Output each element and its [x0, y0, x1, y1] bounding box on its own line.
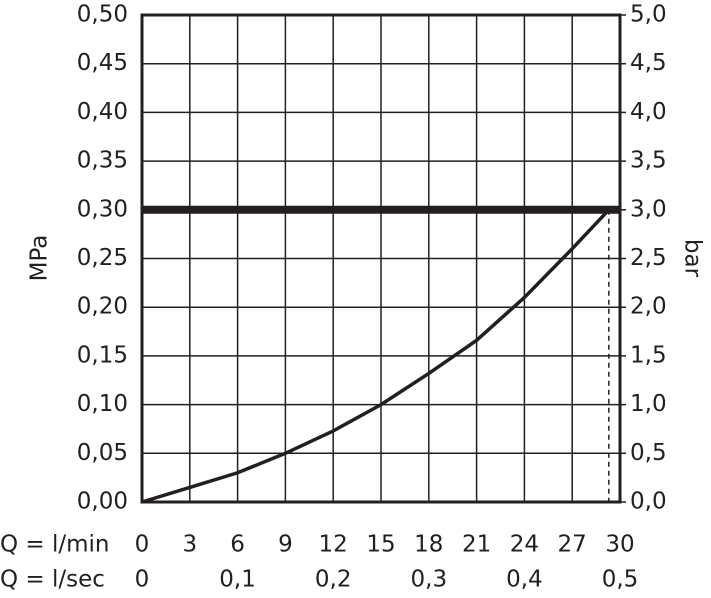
y2-tick-label: 3,5 — [630, 148, 667, 174]
x-tick-label: 9 — [278, 532, 293, 558]
plot-frame — [140, 13, 622, 504]
y-tick-label: 0,15 — [77, 342, 128, 368]
y-tick-label: 0,35 — [77, 148, 128, 174]
y-tick-label: 0,20 — [77, 294, 128, 320]
y2-tick-label: 5,0 — [630, 2, 667, 28]
y-tick-label: 0,50 — [77, 2, 128, 28]
x-axis-label: Q = l/min — [0, 532, 110, 558]
x-tick-label: 3 — [182, 532, 197, 558]
y2-tick-label: 1,5 — [630, 342, 667, 368]
x2-tick-label: 0,3 — [411, 567, 448, 593]
y2-tick-label: 4,0 — [630, 99, 667, 125]
x-tick-label: 24 — [510, 532, 539, 558]
x2-tick-label: 0,5 — [602, 567, 639, 593]
x-tick-label: 27 — [558, 532, 587, 558]
y-tick-label: 0,10 — [77, 391, 128, 417]
y-tick-label: 0,05 — [77, 440, 128, 466]
x-tick-label: 6 — [230, 532, 245, 558]
y2-tick-label: 3,0 — [630, 196, 667, 222]
x-tick-label: 18 — [414, 532, 443, 558]
x-tick-label: 21 — [462, 532, 491, 558]
x2-tick-label: 0,4 — [506, 567, 543, 593]
y2-axis-label: bar — [680, 239, 706, 278]
curve — [141, 208, 611, 504]
y2-tick-label: 2,5 — [630, 245, 667, 271]
x-tick-label: 15 — [366, 532, 395, 558]
x-tick-label: 30 — [605, 532, 634, 558]
y2-tick-label: 0,0 — [630, 489, 667, 515]
x-tick-label: 0 — [135, 532, 150, 558]
y-tick-label: 0,40 — [77, 99, 128, 125]
y-axis-label: MPa — [27, 235, 53, 282]
y-tick-label: 0,00 — [77, 489, 128, 515]
y-tick-label: 0,25 — [77, 245, 128, 271]
y2-tick-label: 0,5 — [630, 440, 667, 466]
y2-tick-label: 4,5 — [630, 50, 667, 76]
x2-tick-label: 0,1 — [219, 567, 256, 593]
y-tick-label: 0,30 — [77, 196, 128, 222]
x2-tick-label: 0 — [135, 567, 150, 593]
y2-tick-label: 1,0 — [630, 391, 667, 417]
x-tick-label: 12 — [319, 532, 348, 558]
y-tick-label: 0,45 — [77, 50, 128, 76]
x2-tick-label: 0,2 — [315, 567, 352, 593]
x2-axis-label: Q = l/sec — [0, 567, 105, 593]
y2-tick-label: 2,0 — [630, 294, 667, 320]
